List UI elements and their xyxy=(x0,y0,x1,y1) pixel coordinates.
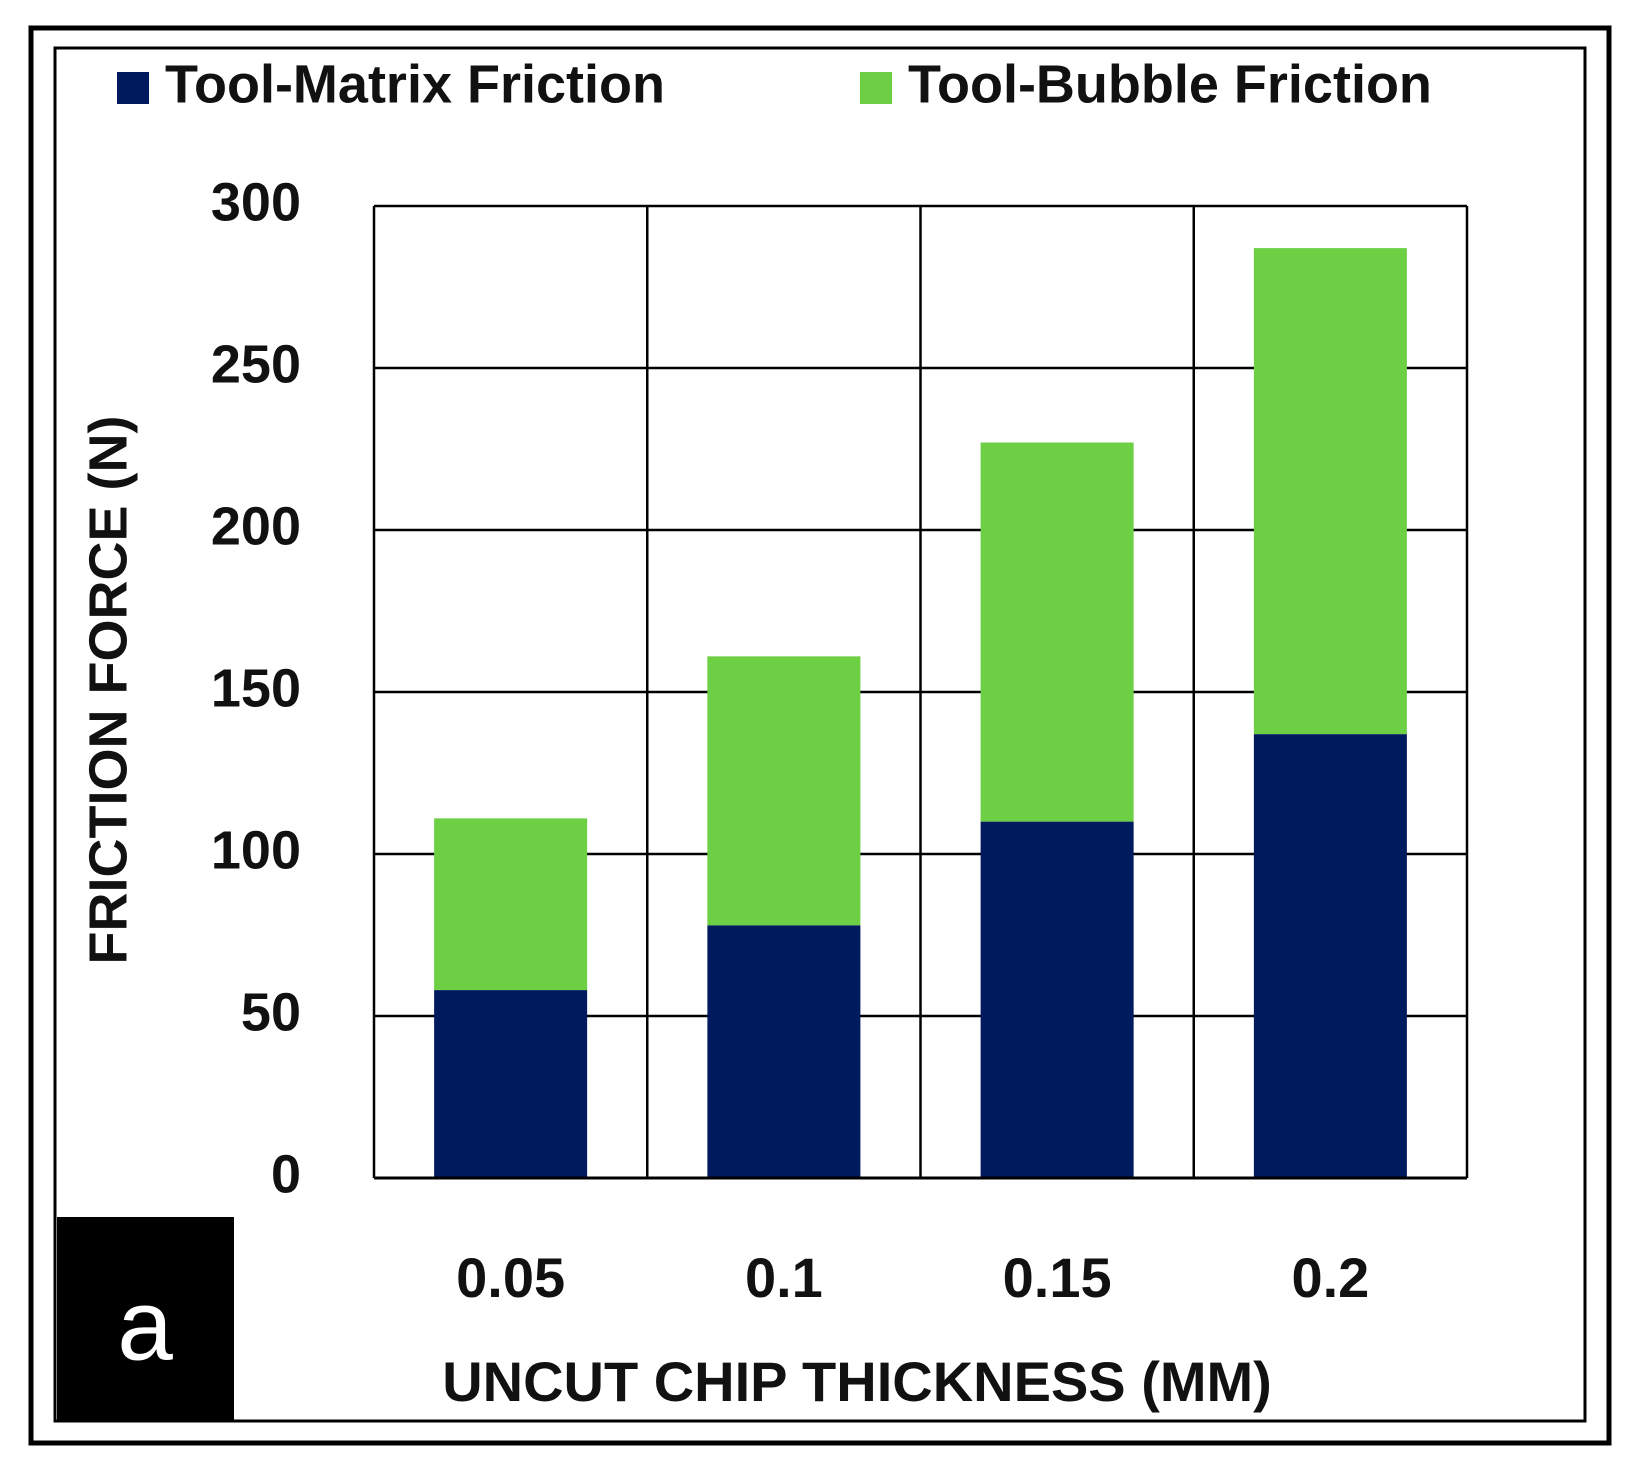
x-tick-label: 0.15 xyxy=(1003,1246,1112,1309)
bar-segment xyxy=(1253,248,1407,735)
x-tick-label: 0.2 xyxy=(1291,1246,1369,1309)
y-axis-title: FRICTION FORCE (N) xyxy=(78,416,138,965)
bar-segment xyxy=(434,818,588,991)
y-tick-label: 150 xyxy=(211,658,301,718)
x-tick-label: 0.05 xyxy=(456,1246,565,1309)
bar-segment xyxy=(707,656,861,926)
outer-frame xyxy=(28,25,1612,1446)
legend-label: Tool-Bubble Friction xyxy=(908,54,1432,114)
y-tick-label: 300 xyxy=(211,172,301,232)
bar-segment xyxy=(707,925,861,1178)
y-tick-label: 200 xyxy=(211,496,301,556)
bar-segment xyxy=(1253,734,1407,1178)
y-tick-label: 100 xyxy=(211,820,301,880)
bar-segment xyxy=(434,990,588,1178)
legend-label: Tool-Matrix Friction xyxy=(165,54,665,114)
y-tick-label: 50 xyxy=(241,982,301,1042)
legend-swatch xyxy=(117,72,149,104)
panel-label: a xyxy=(117,1269,173,1381)
x-tick-label: 0.1 xyxy=(745,1246,823,1309)
x-axis-title: UNCUT CHIP THICKNESS (MM) xyxy=(442,1350,1272,1413)
bar-segment xyxy=(980,821,1134,1178)
inner-frame xyxy=(53,46,1587,1423)
panel-label-box xyxy=(57,1217,234,1421)
y-tick-label: 250 xyxy=(211,334,301,394)
y-tick-label: 0 xyxy=(271,1144,301,1204)
bar-segment xyxy=(980,442,1134,822)
legend-swatch xyxy=(860,72,892,104)
